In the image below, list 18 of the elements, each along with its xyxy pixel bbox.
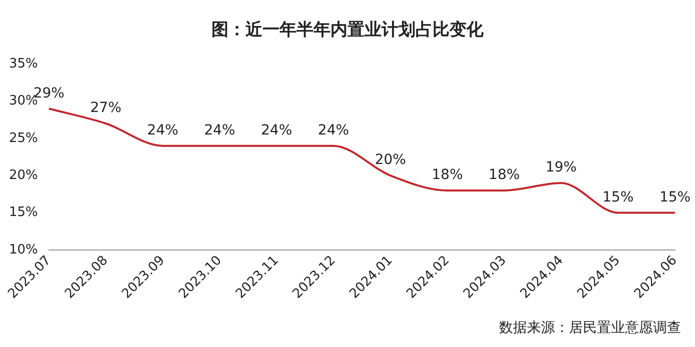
y-tick-label: 10% bbox=[8, 242, 38, 258]
data-label: 18% bbox=[432, 167, 463, 184]
source-note: 数据来源：居民置业意愿调查 bbox=[499, 319, 681, 337]
chart-title: 图：近一年半年内置业计划占比变化 bbox=[210, 19, 484, 41]
y-tick-label: 35% bbox=[8, 56, 38, 72]
data-label: 27% bbox=[90, 100, 122, 116]
data-label: 19% bbox=[546, 160, 577, 176]
data-label: 18% bbox=[488, 167, 520, 184]
data-label: 15% bbox=[659, 189, 691, 206]
y-tick-label: 20% bbox=[8, 168, 38, 183]
data-label: 24% bbox=[318, 122, 350, 138]
data-label: 24% bbox=[147, 122, 178, 138]
y-tick-label: 15% bbox=[8, 205, 38, 220]
data-label: 15% bbox=[602, 189, 634, 206]
data-label: 24% bbox=[204, 122, 236, 138]
y-tick-label: 25% bbox=[8, 130, 38, 146]
data-label: 20% bbox=[374, 152, 406, 168]
data-label: 24% bbox=[261, 122, 292, 138]
